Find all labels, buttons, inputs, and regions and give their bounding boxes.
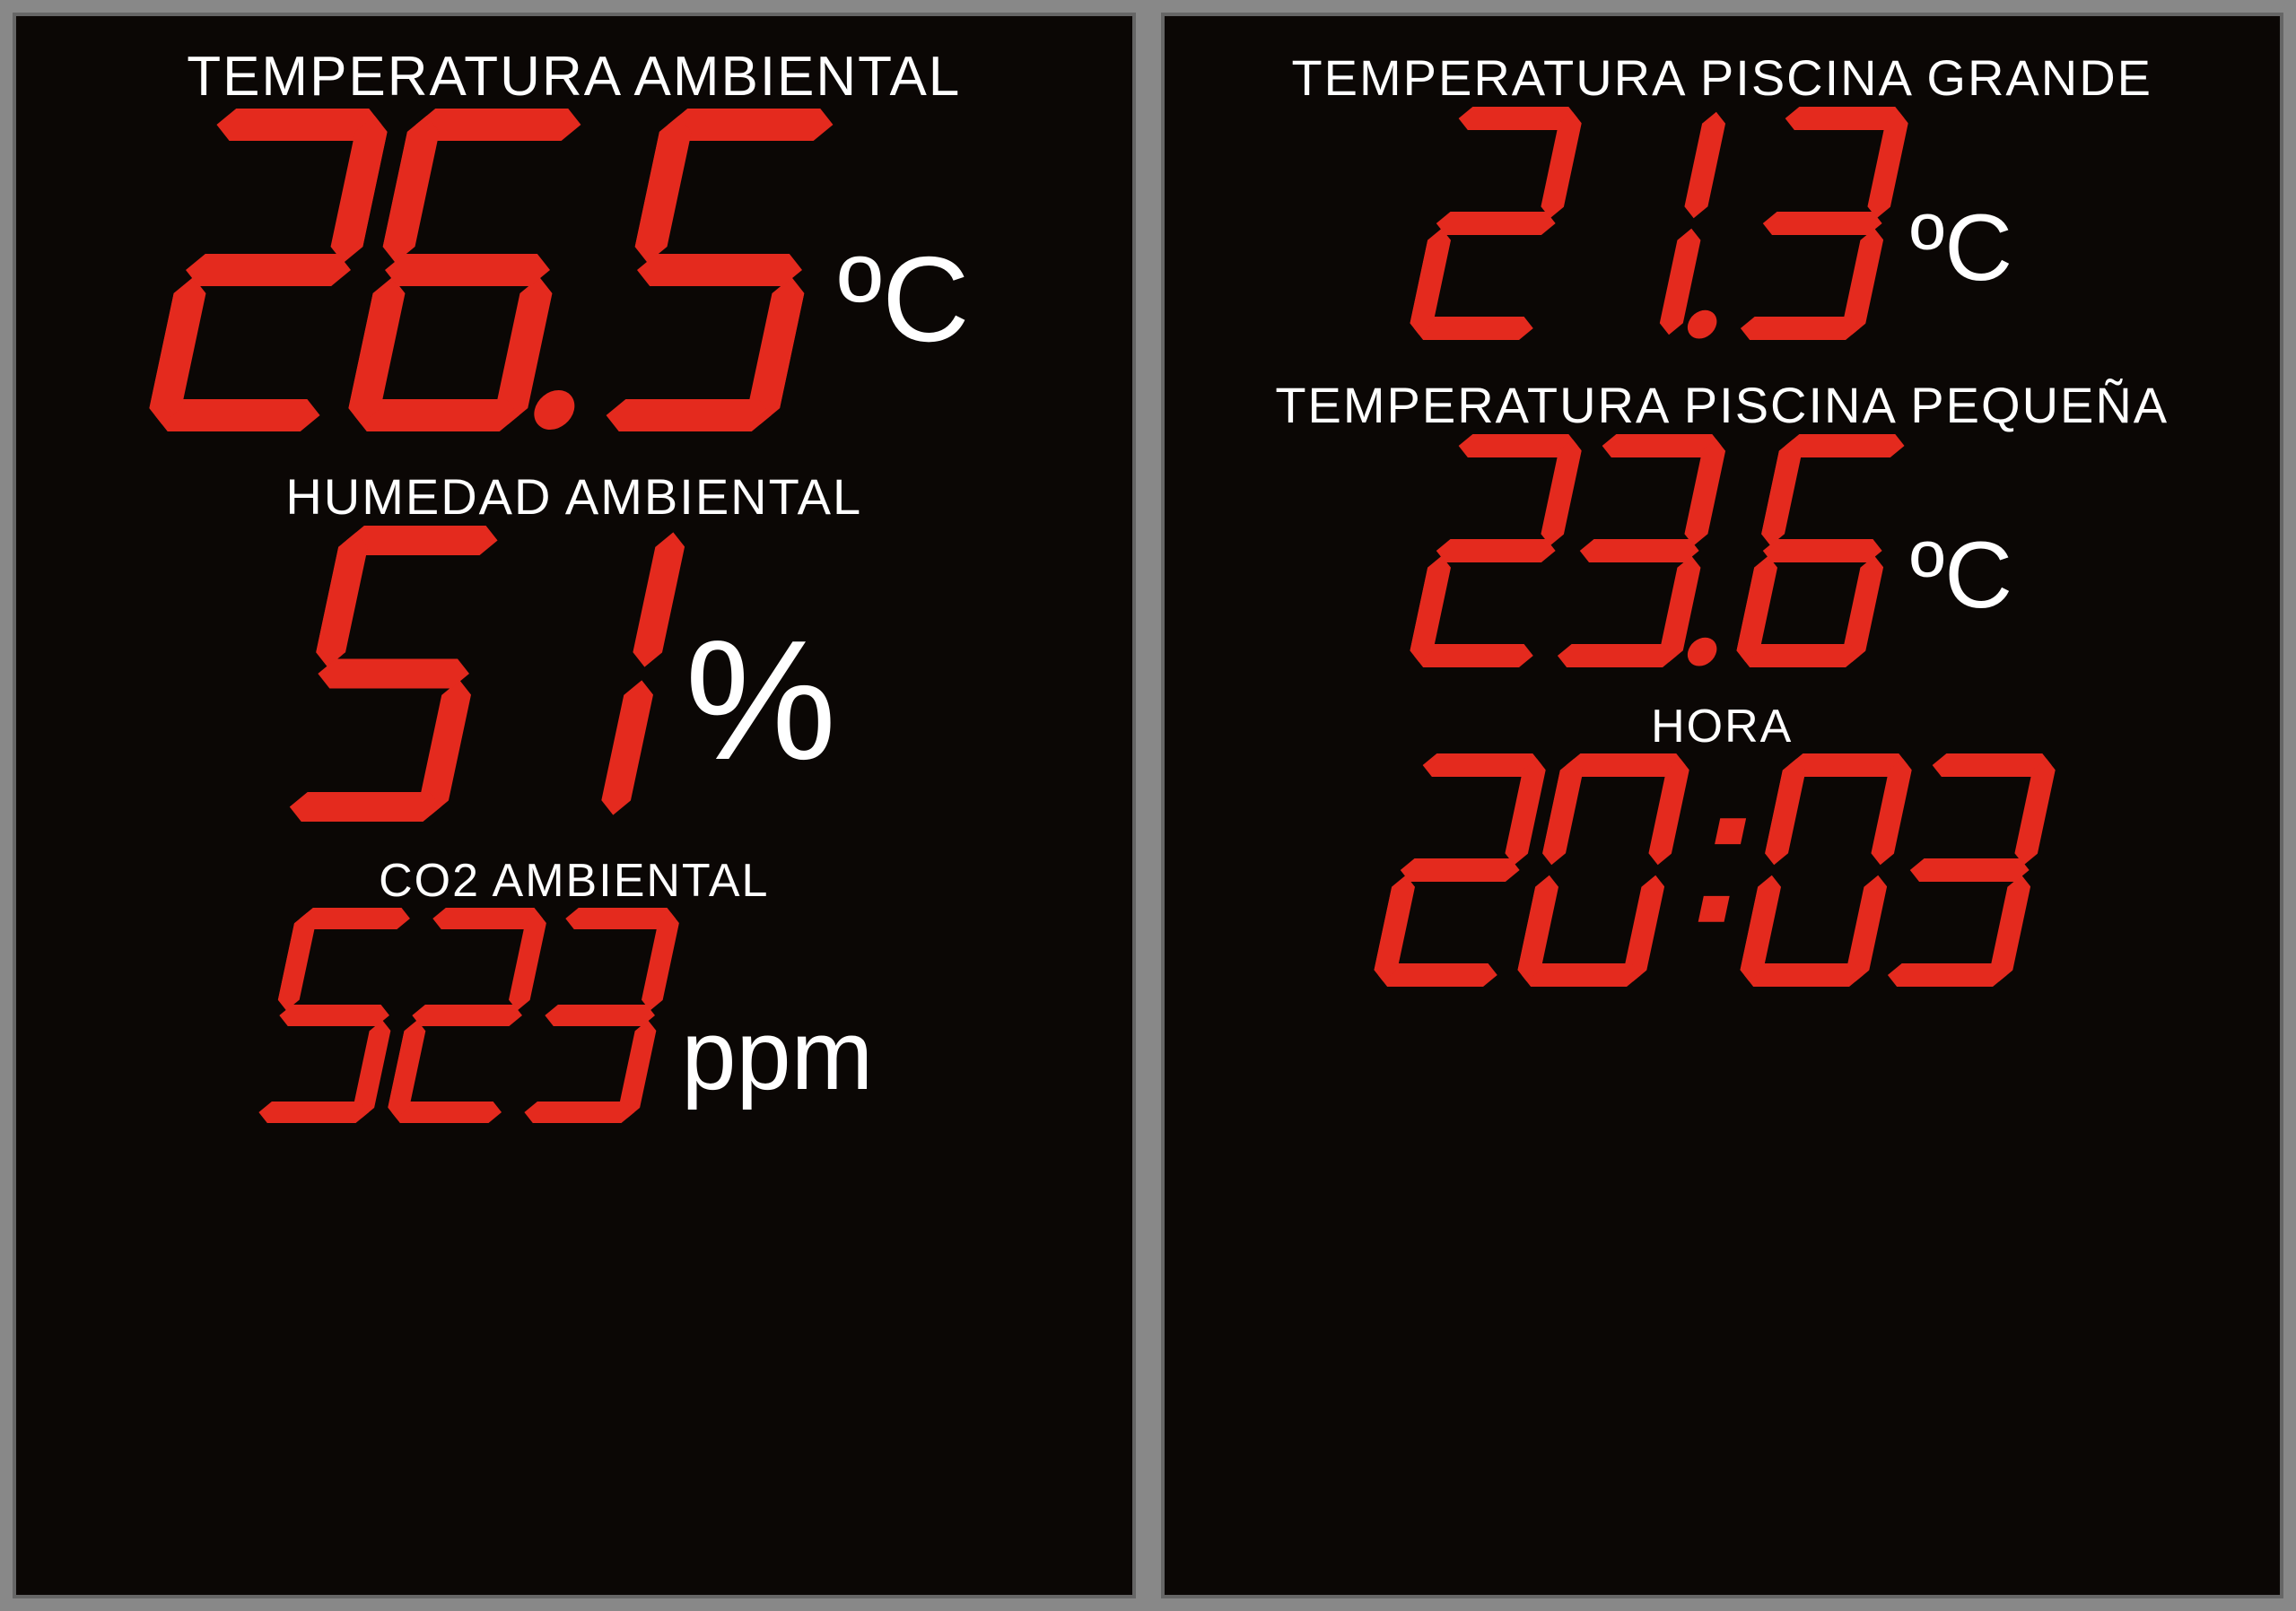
ambient-co2-value xyxy=(275,908,672,1123)
time-readout xyxy=(1395,753,2049,987)
pool-small-temp-label: TEMPERATURA PISCINA PEQUEÑA xyxy=(1275,376,2169,434)
ambient-humidity-readout: % xyxy=(311,526,836,822)
left-panel: TEMPERATURA AMBIENTAL ºC HUMEDAD AMBIENT… xyxy=(0,0,1148,1611)
pool-large-temp-label: TEMPERATURA PISCINA GRANDE xyxy=(1291,48,2152,107)
ambient-temp-label: TEMPERATURA AMBIENTAL xyxy=(187,45,961,109)
celsius-unit: ºC xyxy=(838,239,970,360)
ambient-humidity-label: HUMEDAD AMBIENTAL xyxy=(285,467,862,526)
pool-small-temp-readout: ºC xyxy=(1431,434,2012,667)
ambient-co2-label: CO2 AMBIENTAL xyxy=(379,854,769,908)
pool-large-temp-readout: ºC xyxy=(1431,107,2012,340)
ambient-co2-readout: ppm xyxy=(275,908,873,1123)
percent-unit: % xyxy=(685,615,836,786)
ppm-unit: ppm xyxy=(681,1006,873,1105)
right-panel: TEMPERATURA PISCINA GRANDE ºC TEMPERATUR… xyxy=(1148,0,2296,1611)
celsius-unit: ºC xyxy=(1910,201,2012,295)
ambient-temp-value xyxy=(179,109,829,431)
pool-small-temp-value xyxy=(1431,434,1900,667)
time-label: HORA xyxy=(1651,700,1793,753)
time-value xyxy=(1395,753,2049,987)
pool-large-temp-value xyxy=(1431,107,1900,340)
ambient-temp-readout: ºC xyxy=(179,109,970,431)
ambient-humidity-value xyxy=(311,526,676,822)
celsius-unit: ºC xyxy=(1910,528,2012,623)
signage-root: TEMPERATURA AMBIENTAL ºC HUMEDAD AMBIENT… xyxy=(0,0,2296,1611)
